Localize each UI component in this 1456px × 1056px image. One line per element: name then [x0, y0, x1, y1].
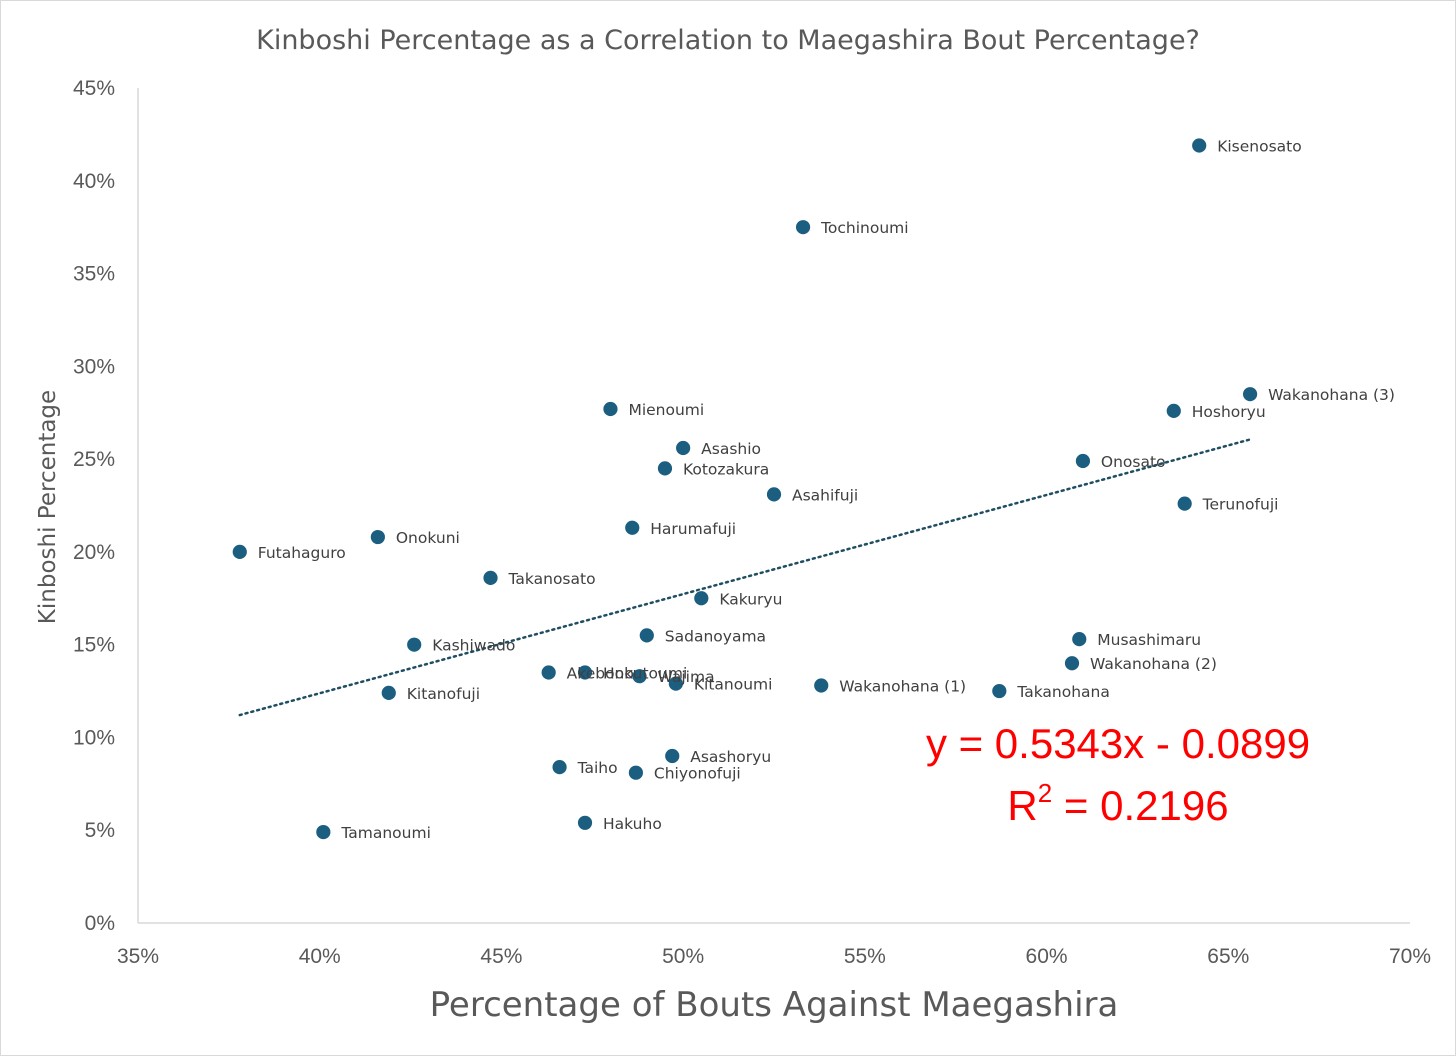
data-point-label: Kakuryu [719, 590, 782, 608]
r-squared-suffix: = 0.2196 [1052, 782, 1228, 829]
data-point [795, 219, 811, 236]
data-point [1071, 631, 1088, 647]
data-point-label: Hakuho [603, 815, 662, 833]
y-tick-label: 40% [73, 170, 115, 193]
data-point [991, 683, 1008, 699]
y-tick-label: 5% [85, 819, 115, 842]
data-point-label: Takanohana [1016, 683, 1110, 701]
chart-title: Kinboshi Percentage as a Correlation to … [256, 25, 1200, 56]
data-point-label: Terunofuji [1202, 496, 1279, 514]
data-points [231, 137, 1258, 840]
data-point [482, 569, 499, 586]
data-point-label: Wakanohana (2) [1090, 655, 1217, 673]
data-point [315, 824, 332, 840]
data-point-label: Musashimaru [1097, 631, 1201, 649]
data-point [766, 486, 782, 503]
data-point-label: Onosato [1101, 453, 1166, 471]
data-point-label: Taiho [577, 759, 618, 777]
data-point [602, 401, 619, 417]
x-tick-label: 45% [480, 945, 522, 968]
data-point [369, 529, 386, 545]
y-tick-labels: 0% 5% 10% 15% 20% 25% 30% 35% 40% 45% [73, 77, 115, 935]
data-point [406, 636, 423, 653]
data-point-label: Onokuni [396, 529, 460, 547]
data-point-label: Kitanofuji [407, 685, 480, 703]
data-point [675, 440, 692, 456]
data-point-label: Asahifuji [792, 486, 858, 504]
data-point [813, 677, 830, 694]
data-point-label: Kitanoumi [694, 676, 773, 694]
data-point-label: Mienoumi [628, 401, 704, 419]
y-axis-title: Kinboshi Percentage [35, 390, 61, 624]
y-tick-label: 25% [73, 448, 115, 471]
x-tick-label: 65% [1207, 945, 1249, 968]
data-point-label: Kisenosato [1217, 138, 1302, 156]
y-tick-label: 20% [73, 541, 115, 564]
y-tick-label: 30% [73, 355, 115, 378]
data-point [577, 814, 593, 831]
data-point [540, 664, 557, 681]
data-point-label: Sadanoyama [665, 627, 766, 645]
data-point-label: Akebono [567, 665, 634, 683]
data-point-label: Asashio [701, 440, 761, 458]
data-point-label: Hokutoumi [603, 665, 687, 683]
trendline [238, 438, 1252, 717]
data-point [1242, 386, 1258, 403]
data-point [551, 759, 568, 776]
data-point [657, 460, 673, 477]
y-tick-label: 0% [85, 912, 115, 935]
x-tick-label: 70% [1389, 945, 1431, 968]
data-point [380, 685, 397, 701]
data-point-label: Kashiwado [432, 637, 515, 655]
data-point [664, 748, 681, 764]
data-point [631, 668, 648, 685]
data-point-label: Wajima [658, 668, 715, 686]
x-tick-label: 35% [117, 945, 159, 968]
data-point [1064, 655, 1080, 672]
x-tick-labels: 35% 40% 45% 50% 55% 60% 65% 70% [117, 945, 1431, 968]
data-point [1176, 495, 1193, 512]
data-point-label: Wakanohana (1) [839, 677, 966, 695]
r-squared-superscript: 2 [1038, 778, 1052, 808]
data-point-label: Tamanoumi [340, 824, 431, 842]
data-point-label: Wakanohana (3) [1268, 386, 1395, 404]
data-point-label: Hoshoryu [1192, 403, 1266, 421]
data-point [627, 764, 644, 781]
data-point [1165, 402, 1182, 419]
data-point [624, 519, 641, 536]
x-tick-label: 60% [1026, 945, 1068, 968]
data-point-label: Tochinoumi [820, 219, 909, 237]
y-tick-label: 10% [73, 726, 115, 749]
data-point [1075, 453, 1091, 469]
data-point [1191, 137, 1208, 154]
y-tick-label: 35% [73, 263, 115, 286]
r-squared-prefix: R [1007, 782, 1037, 829]
data-point [693, 590, 710, 607]
x-tick-label: 50% [662, 945, 704, 968]
data-point-labels: Kisenosato Tochinoumi Wakanohana (3)Hoshor… [258, 138, 1395, 843]
y-tick-label: 15% [73, 634, 115, 657]
data-point [577, 664, 593, 681]
x-tick-label: 40% [299, 945, 341, 968]
data-point-label: Takanosato [508, 570, 596, 588]
data-point-label: Harumafuji [650, 520, 736, 538]
data-point-label: Asashoryu [690, 748, 771, 766]
x-axis-title: Percentage of Bouts Against Maegashira [430, 985, 1119, 1025]
y-tick-label: 45% [73, 77, 115, 100]
data-point [231, 543, 248, 560]
x-tick-label: 55% [844, 945, 886, 968]
trendline-equation: y = 0.5343x - 0.0899 [926, 720, 1310, 767]
r-squared-value: R2 = 0.2196 [1007, 778, 1228, 829]
data-point [667, 675, 684, 692]
data-point-label: Kotozakura [683, 460, 769, 478]
data-point [638, 627, 655, 644]
data-point-label: Chiyonofuji [654, 765, 741, 783]
data-point-label: Futahaguro [258, 544, 346, 562]
